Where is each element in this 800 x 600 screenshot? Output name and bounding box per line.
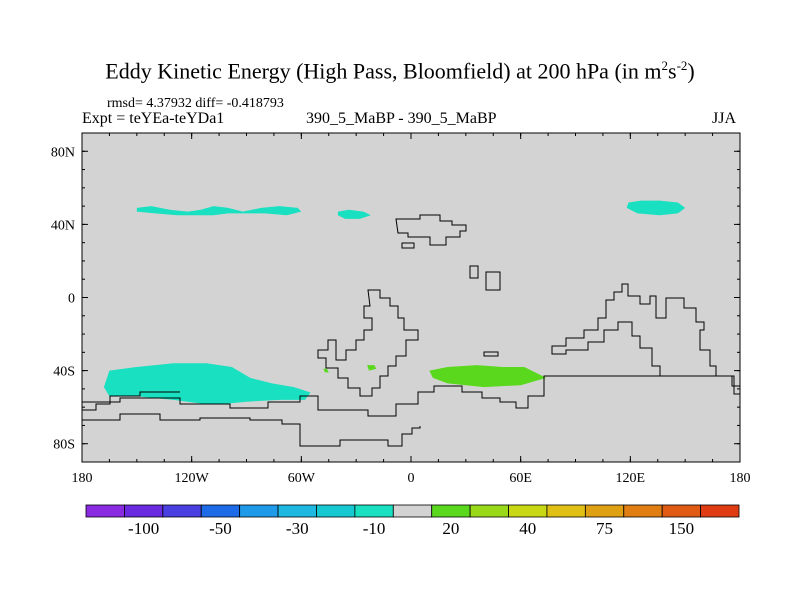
colorbar-swatch [661,504,701,518]
colorbar-label: -30 [286,519,309,538]
y-tick-label: 40S [53,365,75,380]
contour-region-6 [367,365,377,371]
colorbar-swatch [277,504,317,518]
chart-title: Eddy Kinetic Energy (High Pass, Bloomfie… [105,58,695,84]
colorbar-label: 40 [519,519,536,538]
colorbar-swatch [316,504,356,518]
y-tick-label: 80N [51,145,75,160]
comparison-label: 390_5_MaBP - 390_5_MaBP [306,110,497,127]
colorbar-label: -10 [363,519,386,538]
colorbar-swatch [392,504,433,518]
map-background [82,133,740,462]
coastline-island [401,242,415,249]
coastline-north [395,214,467,246]
colorbar-label: 75 [596,519,613,538]
x-tick-label: 120E [616,471,646,486]
x-tick-label: 0 [408,471,415,486]
contour-regions [103,200,686,404]
axes: 180 120W 60W 0 60E 120E 180 80N 40N 0 40S 80S [51,133,751,486]
colorbar-swatch [85,504,125,518]
y-tick-label: 0 [68,292,75,307]
colorbar-swatch [469,504,509,518]
colorbar-label: 150 [669,519,695,538]
contour-region-0 [136,206,302,216]
coastline-antarctic [82,413,421,447]
colorbar-swatch [124,504,164,518]
contour-region-1 [337,209,371,219]
coastlines [82,214,741,447]
colorbar-swatch [584,504,625,518]
contour-region-3 [103,363,311,404]
colorbar-swatch [239,504,279,518]
colorbar-swatch [162,504,202,518]
contour-region-2 [626,200,686,216]
coastline-africa [317,289,419,397]
stats-label: rmsd= 4.37932 diff= -0.418793 [107,96,284,111]
colorbar-label: -100 [128,519,159,538]
colorbar: -100 -50 -30 -10 20 40 75 150 [85,504,740,538]
coastline-east [551,283,741,395]
x-tick-label: 60E [509,471,532,486]
contour-region-4 [429,365,547,388]
season-label: JJA [712,110,737,127]
colorbar-swatch [700,504,740,518]
x-tick-label: 180 [72,471,93,486]
coastline-small [483,351,499,357]
coastline-arabia [469,265,501,291]
coastline-south [82,375,660,417]
coastline-southwest [82,391,180,411]
colorbar-swatch [200,504,241,518]
x-tick-label: 60W [288,471,316,486]
x-tick-label: 180 [730,471,751,486]
colorbar-swatch [546,504,586,518]
colorbar-swatch [431,504,471,518]
colorbar-swatch [623,504,663,518]
contour-region-5 [323,368,329,373]
colorbar-label: 20 [442,519,459,538]
experiment-label: Expt = teYEa-teYDa1 [82,110,225,127]
x-tick-label: 120W [175,471,210,486]
y-tick-label: 40N [51,218,75,233]
colorbar-swatch [354,504,394,518]
colorbar-label: -50 [209,519,232,538]
colorbar-swatch [508,504,548,518]
y-tick-label: 80S [53,438,75,453]
